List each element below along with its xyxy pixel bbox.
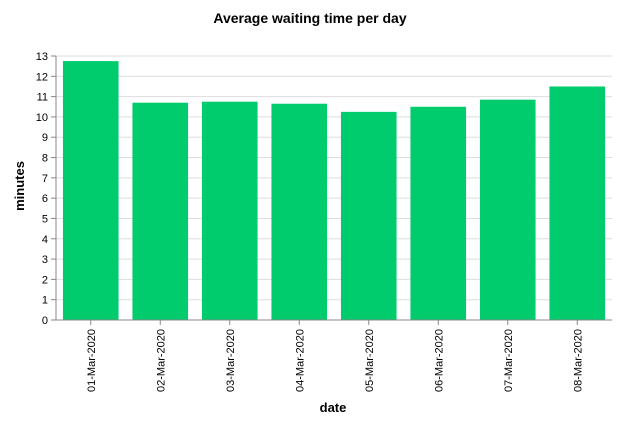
y-tick-label: 9 [42, 132, 48, 144]
x-tick-label: 01-Mar-2020 [86, 329, 98, 392]
y-tick-label: 12 [36, 71, 48, 83]
y-tick-label: 13 [36, 51, 48, 63]
y-tick-label: 2 [42, 274, 48, 286]
y-tick-label: 0 [42, 315, 48, 327]
x-tick-label: 05-Mar-2020 [364, 329, 376, 392]
y-tick-label: 10 [36, 112, 48, 124]
bar-04-Mar-2020 [271, 103, 328, 320]
y-tick-label: 4 [42, 234, 48, 246]
y-tick-label: 11 [37, 92, 48, 104]
x-tick-label: 07-Mar-2020 [503, 329, 515, 392]
bar-07-Mar-2020 [479, 99, 536, 321]
x-tick-label: 02-Mar-2020 [155, 329, 167, 392]
y-tick-label: 5 [42, 213, 48, 225]
y-tick-label: 7 [42, 173, 48, 185]
x-axis-title: date [320, 400, 347, 415]
y-tick-label: 3 [42, 254, 48, 266]
bars [62, 61, 606, 321]
y-axis-title: minutes [12, 161, 27, 211]
bar-06-Mar-2020 [410, 106, 467, 321]
x-tick-label: 06-Mar-2020 [433, 329, 445, 392]
y-tick-label: 8 [42, 153, 48, 165]
x-tick-label: 03-Mar-2020 [225, 329, 237, 392]
x-tick-label: 04-Mar-2020 [294, 329, 306, 392]
bar-01-Mar-2020 [62, 61, 119, 320]
bar-03-Mar-2020 [201, 101, 258, 320]
x-tick-label: 08-Mar-2020 [572, 329, 584, 392]
bar-08-Mar-2020 [549, 86, 606, 320]
y-tick-label: 1 [42, 295, 48, 307]
bar-02-Mar-2020 [132, 102, 189, 320]
y-tick-label: 6 [42, 193, 48, 205]
chart-title: Average waiting time per day [213, 10, 407, 26]
bar-05-Mar-2020 [340, 111, 397, 320]
